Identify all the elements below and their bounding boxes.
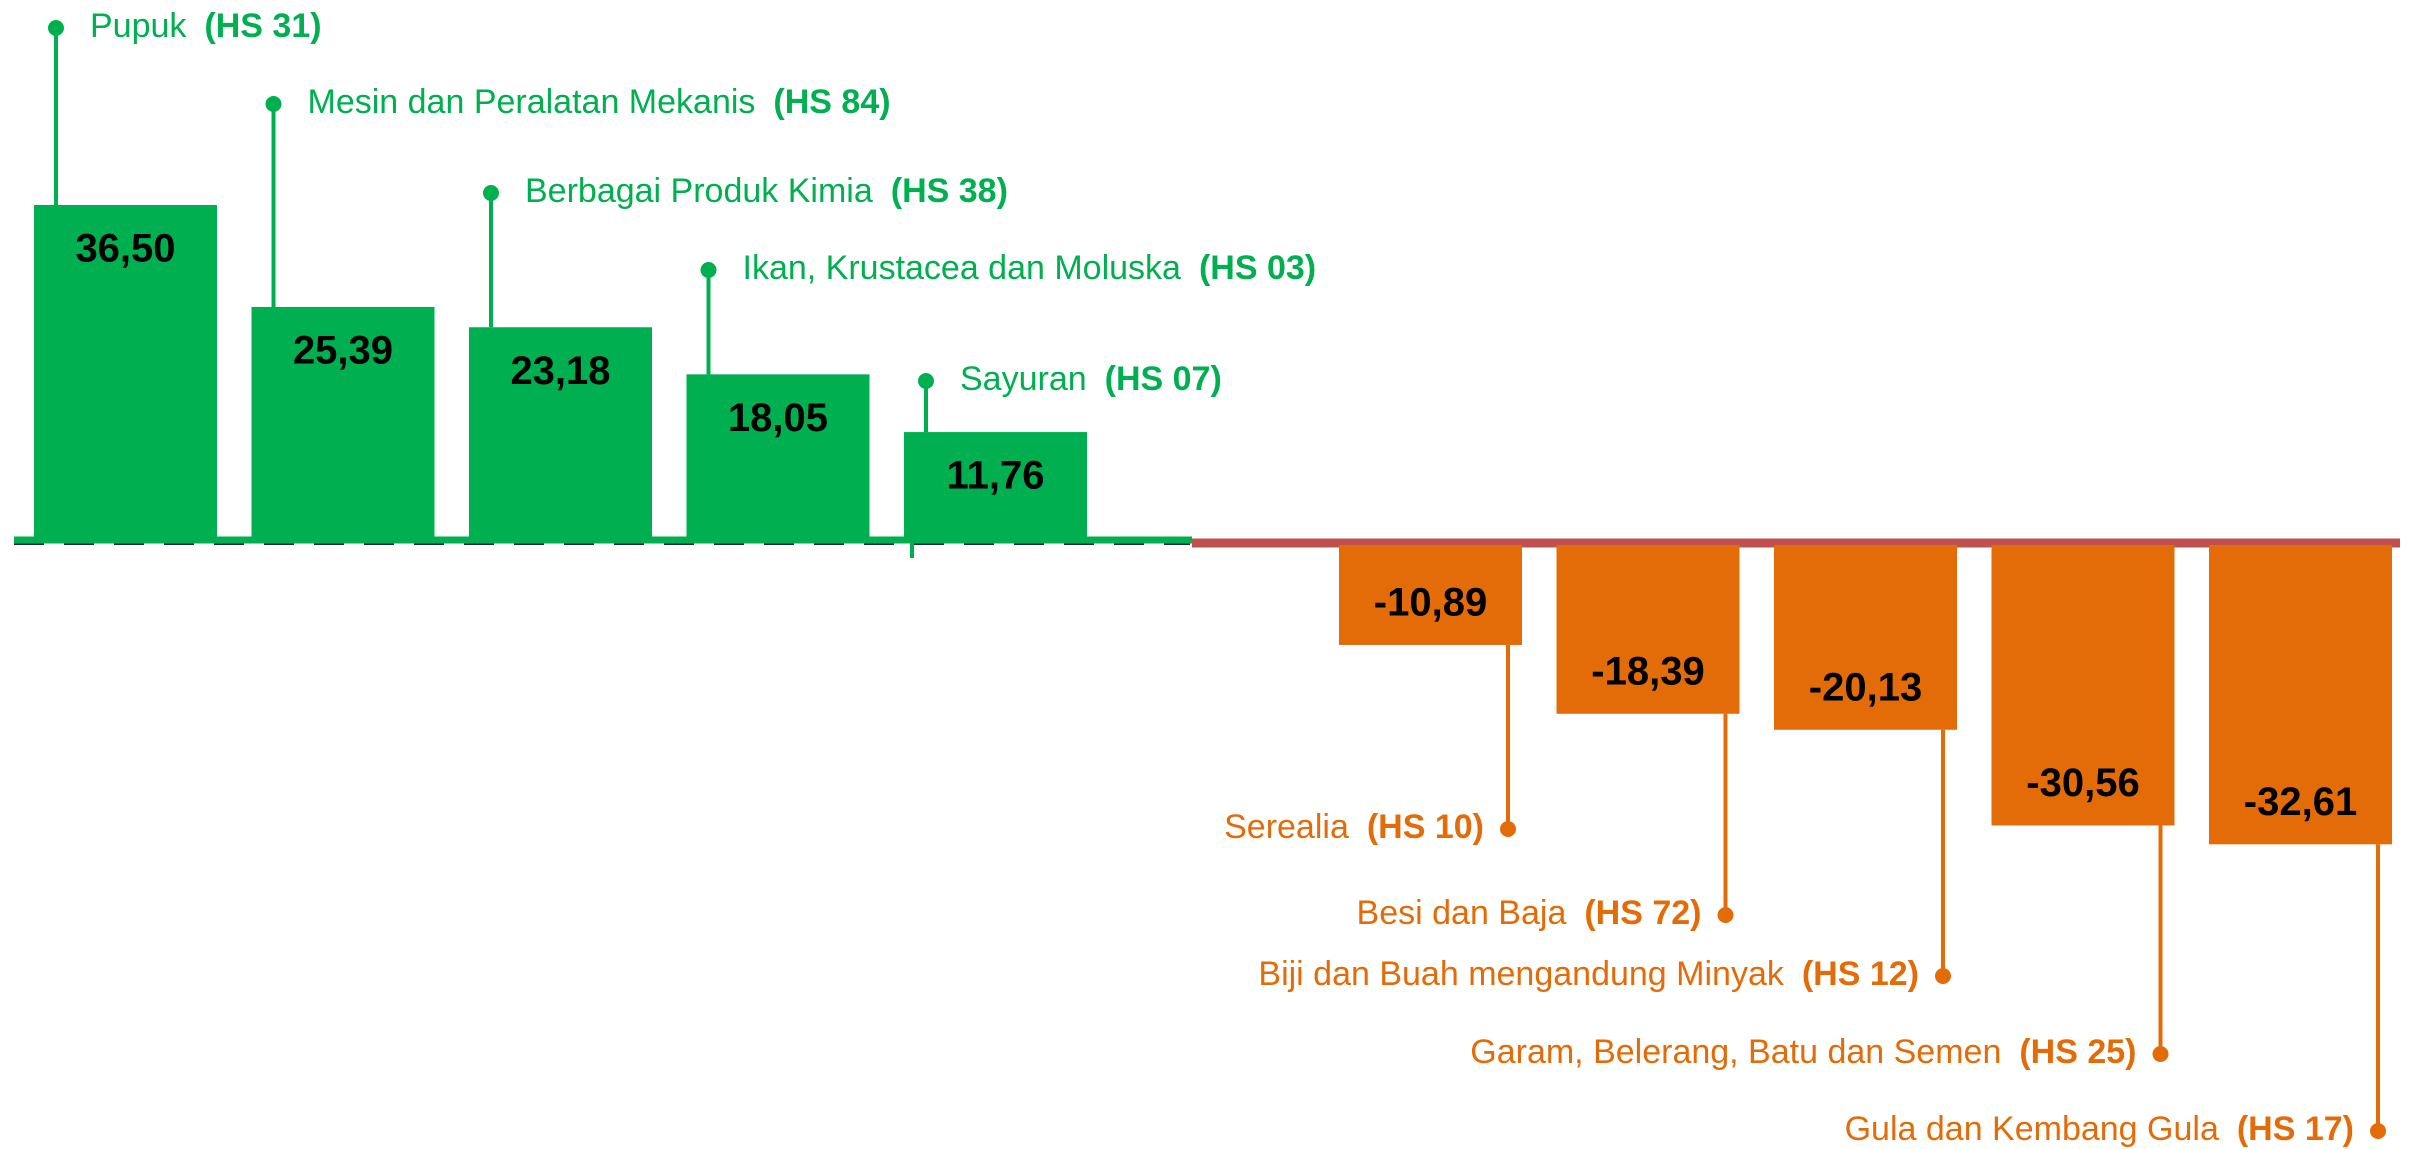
leader-dot — [700, 262, 717, 278]
category-label: Serealia (HS 10) — [1224, 808, 1484, 846]
category-label: Ikan, Krustacea dan Moluska (HS 03) — [743, 249, 1317, 287]
leader-dot — [265, 96, 282, 112]
bar — [1556, 545, 1740, 714]
category-name: Ikan, Krustacea dan Moluska — [743, 249, 1182, 287]
value-label: 11,76 — [947, 454, 1045, 498]
leader-dot — [48, 20, 64, 36]
hs-code: (HS 38) — [891, 172, 1008, 210]
bar — [904, 432, 1087, 540]
category-name: Garam, Belerang, Batu dan Semen — [1470, 1033, 2001, 1071]
category-name: Serealia — [1224, 808, 1349, 846]
category-name: Biji dan Buah mengandung Minyak — [1258, 955, 1784, 993]
category-name: Pupuk — [90, 7, 187, 45]
bar — [469, 327, 652, 540]
hs-code: (HS 25) — [2019, 1033, 2136, 1071]
leader-dot — [1935, 968, 1951, 984]
value-label: -20,13 — [1809, 665, 1922, 709]
hs-code: (HS 12) — [1802, 955, 1919, 993]
category-label: Besi dan Baja (HS 72) — [1357, 894, 1702, 932]
hs-code: (HS 03) — [1199, 249, 1316, 287]
category-name: Sayuran — [960, 360, 1087, 398]
value-label: -18,39 — [1591, 649, 1704, 693]
hs-code: (HS 17) — [2237, 1110, 2354, 1148]
value-label: -30,56 — [2026, 761, 2139, 805]
bar — [2209, 545, 2392, 845]
bar — [1991, 545, 2175, 826]
leader-dot — [1717, 907, 1734, 923]
bar — [1774, 545, 1957, 730]
value-label: -10,89 — [1374, 581, 1487, 625]
category-label: Gula dan Kembang Gula (HS 17) — [1845, 1110, 2354, 1148]
bar — [251, 306, 435, 540]
category-name: Mesin dan Peralatan Mekanis — [308, 83, 756, 121]
hs-code: (HS 10) — [1367, 808, 1484, 846]
category-label: Garam, Belerang, Batu dan Semen (HS 25) — [1470, 1033, 2136, 1071]
value-label: 25,39 — [293, 329, 393, 373]
value-label: 23,18 — [510, 349, 610, 393]
leader-dot — [918, 373, 934, 389]
bar — [686, 374, 870, 540]
leader-dot — [2370, 1123, 2386, 1139]
bar — [1339, 545, 1522, 645]
category-name: Besi dan Baja — [1357, 894, 1567, 932]
category-label: Mesin dan Peralatan Mekanis (HS 84) — [308, 83, 891, 121]
value-label: 36,50 — [75, 227, 175, 271]
category-name: Berbagai Produk Kimia — [525, 172, 873, 210]
hs-code: (HS 72) — [1584, 894, 1701, 932]
bar — [34, 205, 217, 540]
category-label: Sayuran (HS 07) — [960, 360, 1222, 398]
category-name: Gula dan Kembang Gula — [1845, 1110, 2219, 1148]
leader-dot — [483, 185, 499, 201]
hs-code: (HS 07) — [1105, 360, 1222, 398]
category-label: Berbagai Produk Kimia (HS 38) — [525, 172, 1008, 210]
leader-dot — [1500, 821, 1516, 837]
value-label: 18,05 — [728, 396, 828, 440]
hs-code: (HS 31) — [204, 7, 321, 45]
category-label: Pupuk (HS 31) — [90, 7, 322, 45]
hs-code: (HS 84) — [773, 83, 890, 121]
value-label: -32,61 — [2244, 780, 2357, 824]
leader-dot — [2152, 1046, 2169, 1062]
category-label: Biji dan Buah mengandung Minyak (HS 12) — [1258, 955, 1919, 993]
